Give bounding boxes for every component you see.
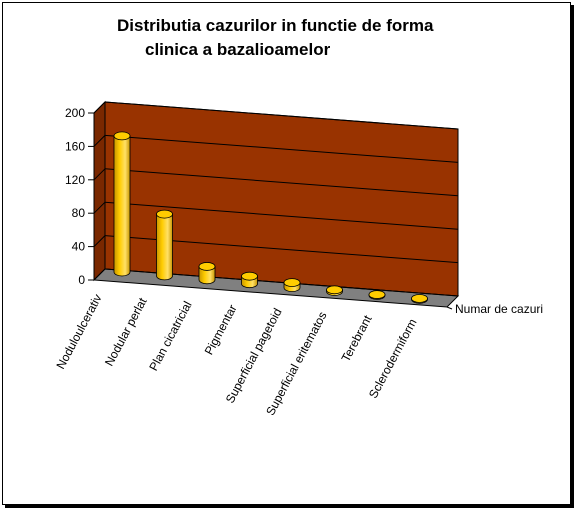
gridline (104, 134, 459, 163)
gridline-left (93, 168, 106, 181)
gridline (104, 201, 459, 230)
chart-title-line2: clinica a bazalioamelor (145, 40, 331, 59)
gridline-left (93, 101, 106, 114)
x-tick-label: Pigmentar (202, 302, 240, 357)
x-tick-label: Terebrant (338, 312, 374, 364)
bar (156, 209, 173, 281)
bar (283, 278, 301, 292)
x-tick-label: Sclerodermiform (366, 316, 420, 400)
y-tick-label: 0 (78, 273, 85, 287)
bar (411, 294, 428, 304)
gridline-left (93, 235, 106, 247)
bar (326, 285, 343, 296)
gridline (104, 168, 459, 197)
y-tick-label: 120 (65, 173, 85, 187)
x-tick-label: Nodular perlat (102, 295, 150, 369)
bars (113, 131, 428, 304)
y-tick-label: 40 (72, 240, 86, 254)
legend-connector (446, 306, 453, 310)
gridline-left (93, 135, 106, 147)
left-wall (93, 100, 106, 282)
gridline-left (93, 201, 106, 214)
bar (113, 131, 131, 277)
bar (198, 262, 216, 285)
y-tick-label: 160 (65, 139, 85, 153)
x-tick-label: Plan cicatricial (146, 299, 194, 373)
bar (368, 290, 386, 300)
y-tick-label: 200 (65, 106, 85, 120)
chart-title-line1: Distributia cazurilor in functie de form… (117, 16, 434, 35)
y-axis: 0 40 80 120 160 200 (65, 106, 453, 310)
gridline-left (93, 268, 106, 281)
x-tick-label: Noduloulcerativ (53, 292, 104, 372)
bar (241, 271, 258, 289)
gridline (104, 101, 459, 130)
y-tick-label: 80 (72, 206, 86, 220)
legend-entry: Numar de cazuri (455, 302, 544, 316)
